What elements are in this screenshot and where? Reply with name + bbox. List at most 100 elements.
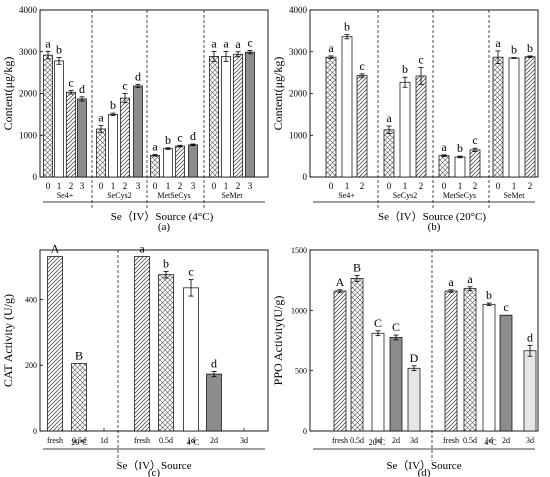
bar (54, 60, 64, 178)
y-tick-label: 0 (303, 172, 308, 182)
y-tick-label: 3000 (19, 47, 38, 57)
x-tick-label: 2d (210, 436, 218, 445)
x-tick-label: 2 (473, 181, 478, 191)
bar-group: fresh a 0.5d a 1d b 2d c 3d d 4°C (443, 272, 537, 447)
panel-label: (b) (428, 221, 441, 233)
significance-letter: b (527, 41, 533, 55)
x-tick-label: 0.5d (350, 436, 364, 445)
bar-group: 0 a 1 b 2 c 3 d SeCys2 (96, 69, 143, 200)
chart-panel-3: 0 200 400 CAT Activity (U/g) fresh A 0.5d B 1d 20… (1, 242, 269, 477)
bar (492, 56, 504, 178)
significance-letter: a (495, 36, 501, 50)
group-label: 20°C (369, 438, 386, 447)
significance-letter: c (188, 265, 193, 279)
x-tick-label: 0 (496, 181, 501, 191)
significance-letter: c (68, 76, 73, 90)
bar-group: 0 a 1 a 2 a 3 c SeMet (209, 35, 255, 200)
x-axis-label: Se（IV）Source (4°C) (111, 210, 214, 223)
significance-letter: b (110, 98, 116, 112)
significance-letter: C (392, 320, 400, 334)
significance-letter: d (135, 69, 141, 83)
bar (371, 332, 385, 432)
significance-letter: b (457, 141, 463, 155)
x-tick-label: 2 (178, 181, 183, 191)
x-tick-label: 0 (212, 181, 217, 191)
group-label: SeCys2 (107, 191, 131, 200)
bar (71, 363, 87, 432)
bar (508, 57, 520, 178)
y-tick-label: 200 (25, 361, 37, 370)
y-axis: 0 200 400 (25, 295, 43, 436)
y-axis: 0 1000 2000 3000 4000 (19, 5, 43, 182)
bar (415, 75, 427, 178)
y-tick-label: 3000 (289, 47, 308, 57)
bar-group: 0 a 1 b 2 c 3 d Se4+ (43, 36, 87, 200)
significance-letter: B (353, 260, 361, 274)
y-tick-label: 1000 (291, 306, 307, 315)
bar (108, 114, 118, 178)
panel-label: (d) (418, 467, 431, 477)
significance-letter: a (328, 41, 334, 55)
x-tick-label: 2 (69, 181, 74, 191)
x-tick-label: fresh (332, 436, 348, 445)
significance-letter: d (79, 82, 85, 96)
x-tick-label: 2 (360, 181, 365, 191)
x-tick-label: 2d (502, 436, 510, 445)
bar (499, 314, 513, 432)
x-tick-label: 2d (392, 436, 400, 445)
significance-letter: c (247, 35, 252, 49)
bar (407, 367, 421, 432)
significance-letter: a (98, 111, 104, 125)
significance-letter: a (448, 275, 454, 289)
group-label: SeCys2 (393, 191, 417, 200)
significance-letter: b (511, 43, 517, 57)
bar (209, 55, 219, 178)
significance-letter: c (359, 59, 364, 73)
significance-letter: c (122, 79, 127, 93)
bar (158, 274, 174, 432)
bar (245, 51, 255, 178)
bar (469, 149, 481, 178)
bar (133, 85, 143, 178)
bar (341, 36, 353, 178)
x-tick-label: 0.5d (159, 436, 173, 445)
group-label: Se4+ (57, 191, 74, 200)
bar-group: fresh A 0.5d B 1d 20°C (47, 242, 108, 447)
y-axis-label: Content(μg/kg) (1, 57, 15, 131)
significance-letter: d (527, 330, 533, 344)
bar (325, 56, 337, 178)
group-label: 4°C (187, 438, 200, 447)
x-tick-label: 2 (528, 181, 533, 191)
x-tick-label: fresh (443, 436, 459, 445)
bar (356, 75, 368, 178)
x-tick-label: 0.5d (463, 436, 477, 445)
x-tick-label: 1 (166, 181, 171, 191)
x-axis-label: Se（IV）Source (116, 459, 191, 472)
significance-letter: a (386, 111, 392, 125)
bar (389, 337, 403, 432)
bar (438, 155, 450, 178)
significance-letter: a (211, 36, 217, 50)
plot-frame (309, 249, 539, 432)
y-tick-label: 2000 (289, 89, 308, 99)
significance-letter: b (402, 62, 408, 76)
x-tick-label: 3 (248, 181, 253, 191)
panel-label: (a) (158, 221, 171, 233)
y-axis-label: Content(μg/kg) (271, 57, 285, 131)
y-axis: 0 500 1000 1500 (291, 246, 313, 436)
bar (221, 55, 231, 178)
x-tick-label: 3 (136, 181, 141, 191)
significance-letter: a (139, 242, 145, 256)
bar (188, 144, 198, 178)
significance-letter: a (467, 272, 473, 286)
x-tick-label: 1 (224, 181, 229, 191)
x-tick-label: 1 (111, 181, 116, 191)
group-label: 20°C (71, 438, 88, 447)
x-tick-label: 1d (187, 436, 195, 445)
y-tick-label: 0 (303, 427, 307, 436)
group-label: SeMet (222, 191, 244, 200)
panel-label: (c) (148, 467, 161, 477)
bar (399, 81, 411, 178)
significance-letter: C (374, 316, 382, 330)
